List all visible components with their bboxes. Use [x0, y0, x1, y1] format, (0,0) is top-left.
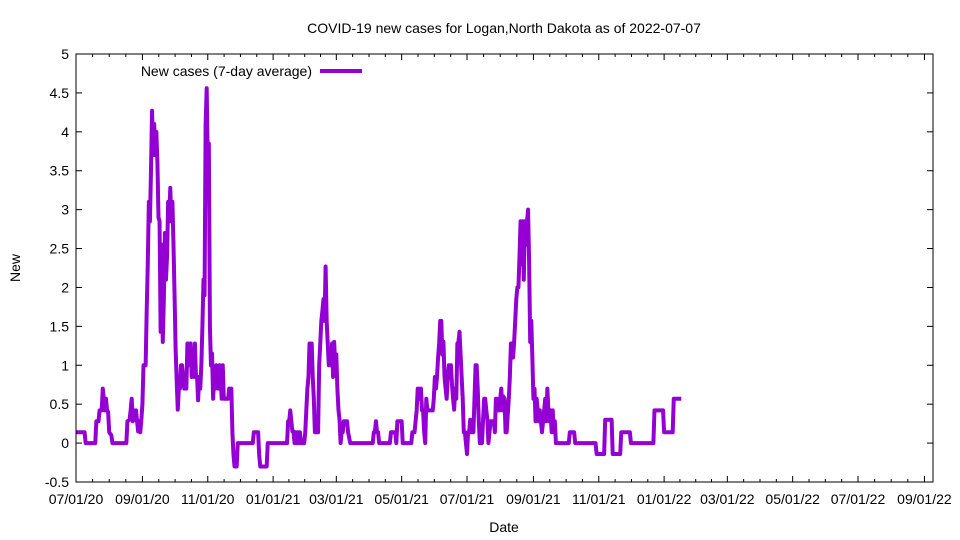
x-tick-label: 07/01/20 — [49, 491, 104, 507]
chart-title: COVID-19 new cases for Logan,North Dakot… — [307, 20, 701, 36]
legend-label: New cases (7-day average) — [141, 63, 312, 79]
legend: New cases (7-day average) — [141, 63, 362, 79]
x-tick-label: 07/01/22 — [831, 491, 886, 507]
x-tick-label: 09/01/21 — [506, 491, 561, 507]
y-axis-label: New — [7, 253, 23, 282]
y-tick-label: 2.5 — [50, 241, 70, 257]
y-tick-label: 2 — [61, 279, 69, 295]
y-tick-label: 3.5 — [50, 163, 70, 179]
x-axis-label: Date — [489, 519, 519, 535]
x-tick-label: 11/01/21 — [572, 491, 626, 507]
y-tick-label: 5 — [61, 46, 69, 62]
x-tick-label: 09/01/20 — [115, 491, 170, 507]
y-tick-label: 3 — [61, 202, 69, 218]
y-tick-label: 0 — [61, 435, 69, 451]
y-tick-label: 1 — [61, 357, 69, 373]
x-tick-label: 03/01/22 — [700, 491, 755, 507]
y-tick-label: 0.5 — [50, 396, 70, 412]
series-line-0 — [76, 86, 682, 469]
x-tick-label: 11/01/20 — [181, 491, 235, 507]
plot-border — [75, 53, 934, 483]
x-tick-label: 05/01/21 — [374, 491, 429, 507]
x-tick-label: 09/01/22 — [897, 491, 952, 507]
x-tick-label: 05/01/22 — [765, 491, 820, 507]
y-tick-label: 1.5 — [50, 318, 70, 334]
x-axis: 07/01/20 09/01/20 11/01/20 01/01/21 03/01/21… — [49, 54, 952, 507]
x-tick-label: 01/01/21 — [246, 491, 301, 507]
x-tick-label: 07/01/21 — [440, 491, 495, 507]
y-tick-label: -0.5 — [45, 474, 69, 490]
x-tick-label: 03/01/21 — [309, 491, 364, 507]
y-axis: -0.5 0 0.5 1 1.5 2 2.5 3 3.5 4 4.5 5 — [45, 46, 933, 490]
y-tick-label: 4 — [61, 124, 69, 140]
y-tick-label: 4.5 — [50, 85, 70, 101]
series-layer — [76, 86, 682, 469]
x-tick-label: 01/01/22 — [637, 491, 692, 507]
